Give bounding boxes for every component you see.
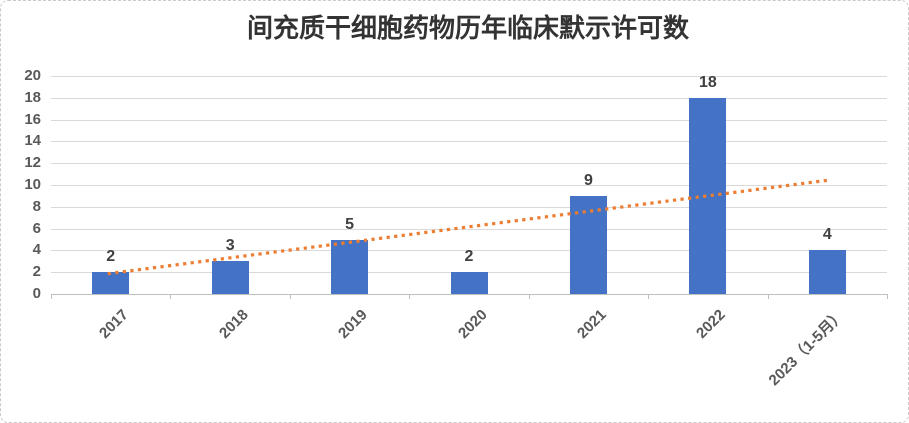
x-axis-tick	[409, 294, 411, 299]
data-label-2019: 5	[345, 215, 355, 233]
gridline-y-14	[51, 141, 887, 143]
x-axis-tick	[648, 294, 650, 299]
x-axis-label-2018: 2018	[215, 306, 252, 342]
y-axis-label-8: 8	[32, 197, 41, 215]
gridline-y-20	[51, 76, 887, 77]
y-axis-label-2: 2	[32, 263, 41, 281]
x-axis-label-2017: 2017	[96, 306, 133, 342]
chart-title: 间充质干细胞药物历年临床默示许可数	[246, 14, 689, 44]
gridline-y-16	[51, 119, 887, 121]
y-axis-label-18: 18	[24, 88, 41, 106]
gridline-y-8	[51, 206, 887, 208]
x-axis-label-2021: 2021	[574, 306, 610, 342]
y-axis-label-14: 14	[24, 132, 41, 150]
x-axis-tick	[528, 294, 530, 299]
y-axis-label-10: 10	[24, 176, 41, 193]
x-axis-tick	[170, 294, 172, 299]
bar-2021	[569, 195, 607, 294]
x-axis-tick	[289, 294, 291, 299]
y-axis-label-6: 6	[32, 219, 41, 237]
y-axis-label-4: 4	[32, 241, 41, 259]
x-axis-tick	[887, 294, 888, 299]
x-axis-label-2020: 2020	[454, 306, 491, 342]
data-label-2023（1-5月）: 4	[822, 226, 832, 244]
data-label-2021: 9	[583, 171, 593, 189]
y-axis-label-0: 0	[32, 285, 41, 302]
bar-2020	[450, 272, 488, 294]
data-label-2020: 2	[464, 248, 474, 266]
bar-2018	[211, 261, 249, 294]
gridline-y-6	[51, 228, 887, 230]
data-label-2018: 3	[225, 237, 235, 255]
bar-2022	[689, 97, 727, 294]
gridline-y-10	[51, 185, 887, 186]
data-label-2022: 18	[698, 73, 717, 91]
y-axis-label-16: 16	[24, 110, 41, 128]
y-axis-label-20: 20	[24, 67, 41, 84]
gridline-y-18	[51, 97, 887, 99]
x-axis-tick	[767, 294, 769, 299]
x-axis-tick	[51, 294, 52, 299]
x-axis-label-2019: 2019	[335, 306, 371, 342]
x-axis-line	[51, 294, 887, 295]
bar-2017	[92, 272, 130, 294]
gridline-y-12	[51, 163, 887, 165]
x-axis-label-2023（1-5月）: 2023（1-5月）	[765, 306, 849, 390]
y-axis-label-12: 12	[24, 154, 41, 172]
x-axis-label-2022: 2022	[693, 306, 730, 342]
data-label-2017: 2	[106, 248, 116, 266]
bar-2023（1-5月）	[808, 250, 846, 294]
bar-2019	[331, 239, 369, 294]
